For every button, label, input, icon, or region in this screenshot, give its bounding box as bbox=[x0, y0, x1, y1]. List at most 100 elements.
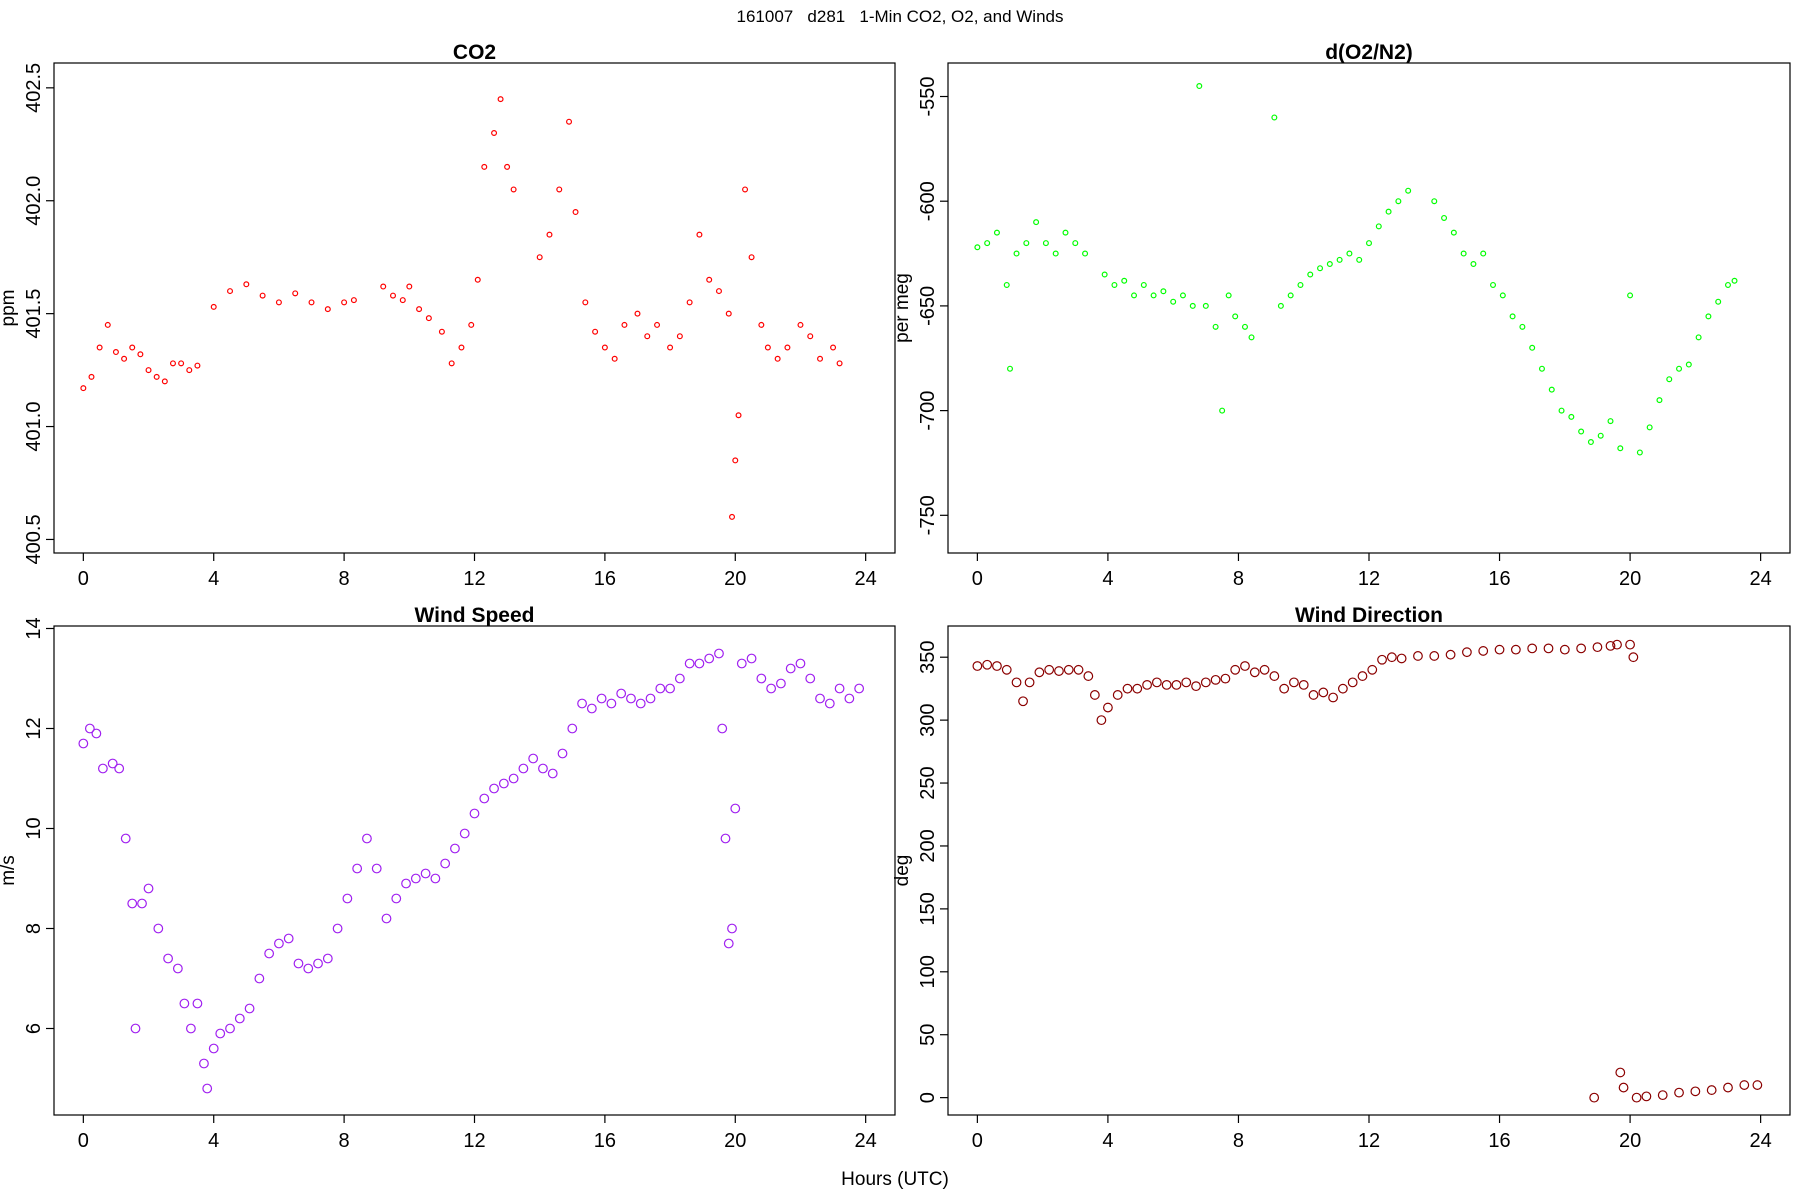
y-tick-label: -600 bbox=[917, 181, 939, 221]
point bbox=[735, 412, 742, 419]
point bbox=[723, 938, 734, 949]
point bbox=[1538, 365, 1545, 372]
point bbox=[1576, 643, 1587, 654]
point bbox=[1731, 277, 1738, 284]
plot-frame bbox=[53, 62, 896, 554]
point bbox=[1248, 334, 1255, 341]
point bbox=[450, 843, 460, 854]
panel: d(O2/N2) 0 4 8 12 16 20 24 -750 -700 -650 -600 -550 p… bbox=[892, 41, 1791, 590]
point bbox=[1625, 639, 1635, 650]
point bbox=[78, 738, 89, 749]
point bbox=[592, 328, 599, 335]
point bbox=[1559, 644, 1570, 655]
point bbox=[1003, 281, 1010, 288]
point bbox=[1001, 664, 1012, 675]
point bbox=[1151, 677, 1162, 688]
point bbox=[390, 292, 397, 299]
point bbox=[1666, 376, 1673, 383]
x-tick-label: 8 bbox=[339, 1130, 350, 1152]
point bbox=[993, 229, 1000, 236]
point bbox=[130, 1023, 141, 1034]
point bbox=[758, 321, 765, 328]
point bbox=[1132, 683, 1143, 694]
point bbox=[717, 723, 728, 734]
point bbox=[264, 948, 275, 959]
point bbox=[1617, 445, 1624, 452]
point bbox=[1723, 1082, 1733, 1093]
point bbox=[1271, 114, 1278, 121]
y-tick-label: 14 bbox=[23, 617, 45, 639]
point bbox=[362, 833, 372, 844]
x-tick-label: 24 bbox=[855, 568, 877, 590]
point bbox=[645, 693, 656, 704]
point bbox=[1089, 690, 1100, 700]
x-tick-label: 16 bbox=[1488, 568, 1510, 590]
point bbox=[577, 698, 587, 709]
point bbox=[1336, 256, 1343, 263]
point bbox=[1445, 649, 1456, 660]
point bbox=[1007, 365, 1014, 372]
x-tick-label: 16 bbox=[1488, 1130, 1510, 1152]
point bbox=[1527, 643, 1538, 654]
point bbox=[254, 973, 265, 984]
point bbox=[324, 306, 331, 313]
point bbox=[1587, 439, 1594, 446]
x-tick-label: 8 bbox=[1233, 1130, 1244, 1152]
y-tick-label: 0 bbox=[917, 1092, 939, 1103]
point bbox=[210, 303, 217, 310]
point bbox=[1357, 671, 1368, 681]
point bbox=[756, 673, 767, 684]
point bbox=[1346, 250, 1353, 257]
point bbox=[572, 209, 579, 216]
point bbox=[243, 281, 250, 288]
point bbox=[275, 299, 282, 306]
panel-title: d(O2/N2) bbox=[1325, 41, 1413, 64]
point bbox=[601, 344, 608, 351]
y-tick-label: 100 bbox=[917, 955, 939, 988]
point bbox=[1181, 677, 1192, 688]
point bbox=[1042, 240, 1049, 247]
point bbox=[350, 297, 357, 304]
point bbox=[1202, 302, 1209, 309]
point bbox=[322, 953, 333, 964]
point bbox=[706, 276, 713, 283]
point bbox=[1179, 292, 1186, 299]
point bbox=[234, 1013, 245, 1024]
x-tick-label: 12 bbox=[463, 568, 485, 590]
point bbox=[1607, 418, 1614, 425]
point bbox=[458, 344, 465, 351]
point bbox=[1705, 313, 1712, 320]
panel-title: Wind Speed bbox=[415, 604, 535, 627]
point bbox=[1375, 223, 1382, 230]
x-tick-label: 8 bbox=[1233, 568, 1244, 590]
point bbox=[145, 367, 152, 374]
point bbox=[416, 306, 423, 313]
point bbox=[1578, 428, 1585, 435]
point bbox=[420, 868, 431, 879]
point bbox=[557, 748, 568, 759]
point bbox=[1189, 302, 1196, 309]
point bbox=[332, 923, 343, 934]
point bbox=[1103, 702, 1113, 713]
x-tick-label: 20 bbox=[724, 568, 746, 590]
point bbox=[634, 310, 641, 317]
panel: Wind Speed 0 4 8 12 16 20 24 6 8 10 12 14 m/s bbox=[0, 604, 896, 1152]
point bbox=[528, 753, 539, 764]
point bbox=[1460, 250, 1467, 257]
point bbox=[91, 728, 102, 739]
y-tick-label: 400.5 bbox=[23, 514, 45, 564]
point bbox=[1259, 664, 1270, 675]
y-tick-label: 50 bbox=[917, 1024, 939, 1046]
point bbox=[215, 1028, 226, 1039]
point bbox=[498, 778, 509, 789]
point bbox=[121, 355, 128, 362]
point bbox=[696, 231, 703, 238]
point bbox=[1024, 677, 1035, 688]
point bbox=[1240, 661, 1250, 671]
point bbox=[764, 344, 771, 351]
point bbox=[674, 673, 685, 684]
y-tick-label: 300 bbox=[917, 703, 939, 736]
point bbox=[1396, 653, 1407, 664]
point bbox=[830, 344, 837, 351]
x-tick-label: 16 bbox=[594, 568, 616, 590]
